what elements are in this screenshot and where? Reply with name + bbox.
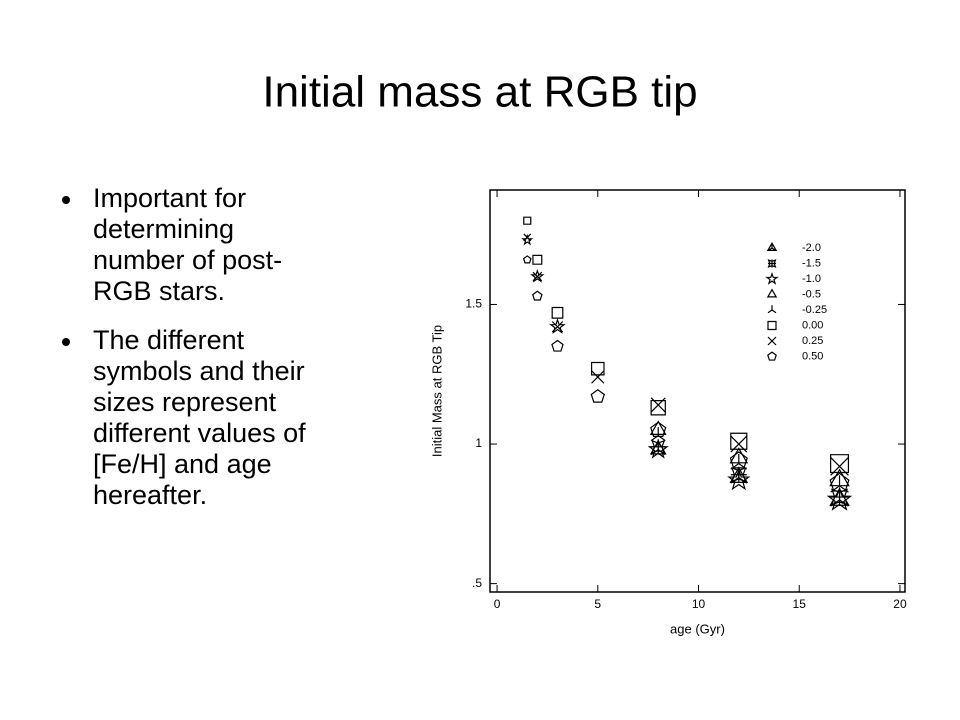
marker (730, 453, 748, 470)
legend-label: -1.0 (802, 273, 821, 285)
marker (829, 472, 850, 492)
x-tick-label: 10 (692, 597, 706, 611)
marker (521, 233, 534, 246)
legend-marker (767, 351, 777, 361)
bullet-dot (62, 338, 70, 346)
marker (650, 400, 666, 416)
bullet-line: sizes represent (93, 387, 277, 417)
marker (830, 457, 849, 476)
marker (523, 233, 532, 242)
marker (532, 271, 543, 282)
legend-label: -2.0 (802, 242, 821, 254)
legend-label: -1.5 (802, 257, 821, 269)
marker (730, 432, 748, 450)
marker (532, 290, 543, 301)
bullet-line: number of post- (93, 245, 282, 275)
x-axis-label: age (Gyr) (670, 621, 725, 636)
bullet-line: RGB stars. (93, 276, 225, 306)
legend-marker (767, 259, 777, 268)
marker (551, 306, 564, 319)
marker (590, 361, 605, 376)
marker (551, 339, 564, 352)
marker (727, 468, 751, 491)
legend-marker (767, 320, 777, 331)
marker (830, 454, 850, 474)
marker (532, 254, 543, 265)
legend-marker (767, 305, 777, 314)
y-tick-label: 1.5 (465, 297, 482, 311)
marker (729, 451, 748, 469)
y-tick-label: .5 (472, 576, 482, 590)
bullet-line: determining (93, 214, 234, 244)
legend-label: 0.00 (802, 319, 823, 331)
marker (591, 370, 605, 384)
legend-marker (766, 242, 778, 252)
marker (530, 268, 545, 283)
legend-marker (766, 288, 778, 298)
bullet-line: Important for (93, 183, 246, 213)
legend-label: 0.25 (802, 335, 823, 347)
marker (590, 389, 605, 403)
bullet-line: hereafter. (93, 480, 207, 510)
bullet-line: [Fe/H] and age (93, 449, 272, 479)
x-tick-label: 20 (893, 597, 907, 611)
marker (730, 435, 748, 453)
marker (830, 475, 849, 493)
marker (650, 421, 667, 438)
bullet-dot (62, 196, 70, 204)
marker (551, 321, 564, 333)
legend-label: 0.50 (802, 350, 823, 362)
marker (647, 438, 669, 459)
legend-label: -0.25 (802, 304, 827, 316)
slide-title: Initial mass at RGB tip (262, 68, 697, 117)
marker (549, 318, 566, 334)
y-tick-label: 1 (475, 436, 482, 450)
x-tick-label: 5 (594, 597, 601, 611)
bullet-line: The different (93, 325, 245, 355)
legend-marker (765, 271, 779, 285)
marker (522, 255, 532, 264)
x-tick-label: 0 (494, 597, 501, 611)
plot-frame (489, 189, 906, 593)
x-tick-label: 15 (793, 597, 807, 611)
marker (826, 486, 853, 511)
bullet-line: different values of (93, 418, 306, 448)
marker (523, 216, 532, 225)
marker (650, 397, 666, 413)
legend-marker (767, 336, 777, 346)
legend-label: -0.5 (802, 288, 821, 300)
y-axis-label: Initial Mass at RGB Tip (429, 325, 444, 457)
bullet-line: symbols and their (93, 356, 305, 386)
